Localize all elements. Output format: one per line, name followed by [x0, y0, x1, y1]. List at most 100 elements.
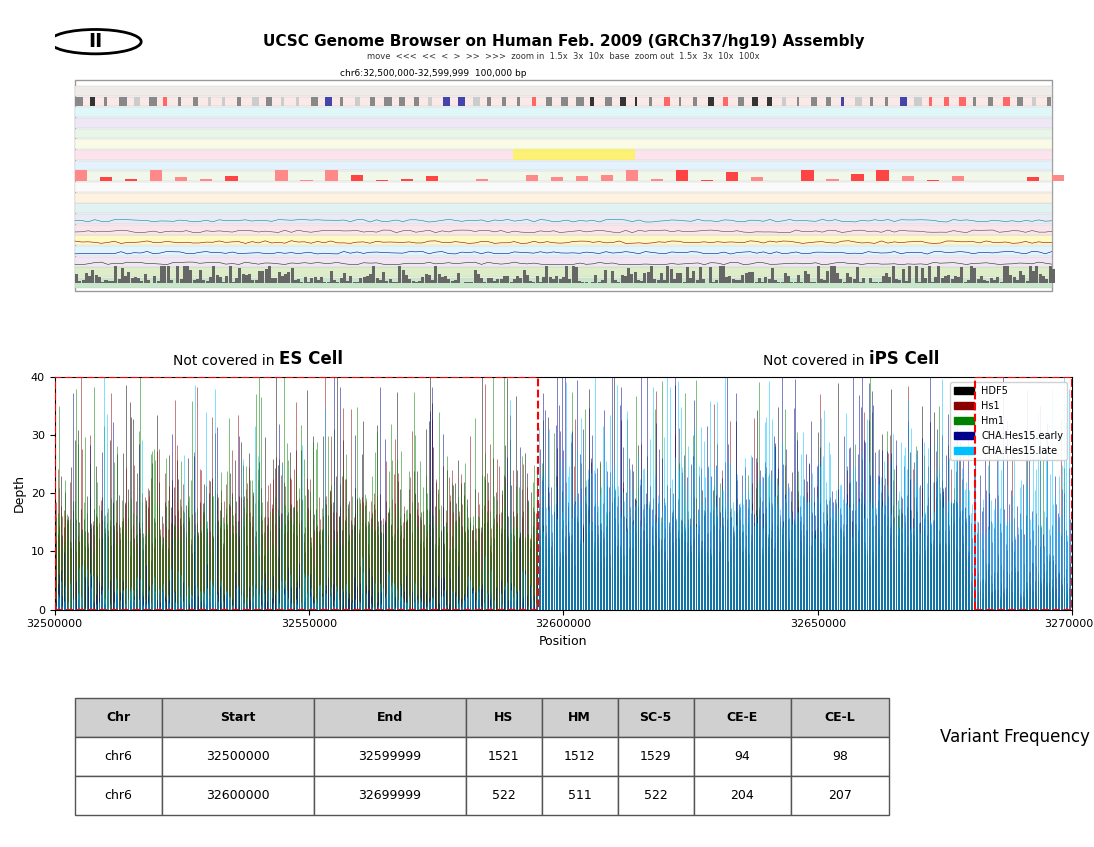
Bar [258, 271, 261, 283]
Bar [1003, 267, 1005, 283]
Bar [556, 275, 558, 283]
Bar [189, 269, 193, 283]
Bar [242, 274, 245, 283]
Text: II: II [89, 32, 103, 51]
Bar [601, 280, 604, 283]
Bar [944, 97, 950, 107]
Bar [513, 280, 516, 283]
Bar [160, 267, 163, 283]
Bar [624, 276, 627, 283]
Bar [232, 282, 235, 283]
Circle shape [49, 30, 141, 54]
Bar [536, 276, 538, 283]
Bar [229, 267, 232, 283]
Bar [849, 277, 852, 283]
Bar [516, 97, 521, 107]
Bar [620, 97, 627, 107]
Bar [745, 274, 748, 283]
Bar [869, 279, 872, 283]
Bar [546, 267, 548, 283]
Bar [846, 273, 849, 283]
Bar [372, 267, 375, 283]
Bar [696, 280, 699, 283]
Bar [723, 97, 728, 107]
Bar [650, 97, 652, 107]
FancyBboxPatch shape [542, 776, 618, 815]
Bar [90, 97, 95, 107]
Bar [434, 267, 438, 283]
FancyBboxPatch shape [75, 698, 162, 737]
Bar [281, 275, 284, 283]
Bar [133, 277, 137, 283]
Bar [451, 280, 454, 283]
Bar [635, 97, 637, 107]
Bar [664, 97, 670, 107]
FancyBboxPatch shape [694, 776, 791, 815]
Bar [735, 280, 738, 283]
Bar [388, 279, 392, 283]
Bar [753, 97, 758, 107]
Bar [944, 276, 947, 283]
Bar [571, 267, 574, 283]
Bar [656, 280, 660, 283]
Bar [98, 277, 101, 283]
Bar [405, 274, 408, 283]
Bar [271, 278, 275, 283]
Bar [490, 279, 493, 283]
Bar [958, 97, 966, 107]
Bar [507, 276, 510, 283]
FancyBboxPatch shape [75, 139, 1051, 149]
FancyBboxPatch shape [75, 737, 162, 776]
Bar [882, 275, 885, 283]
Bar [660, 273, 663, 283]
Bar [429, 97, 432, 107]
Bar [836, 274, 839, 283]
FancyBboxPatch shape [75, 182, 1051, 191]
Bar [140, 281, 143, 283]
Bar [202, 280, 206, 283]
Bar [523, 269, 525, 283]
Bar [268, 267, 271, 283]
Text: move  <<<  <<  <  >  >>  >>>  zoom in  1.5x  3x  10x  base  zoom out  1.5x  3x  : move <<< << < > >> >>> zoom in 1.5x 3x 1… [368, 53, 759, 62]
Bar [326, 170, 338, 181]
Bar [163, 267, 166, 283]
FancyBboxPatch shape [618, 776, 694, 815]
FancyBboxPatch shape [75, 268, 1051, 277]
Bar [722, 267, 725, 283]
FancyBboxPatch shape [75, 203, 1051, 213]
Bar [565, 267, 568, 283]
Bar [826, 97, 831, 107]
Bar [196, 280, 199, 283]
Bar [689, 278, 693, 283]
Bar [339, 278, 342, 283]
Bar [474, 269, 477, 283]
Bar [79, 281, 81, 283]
Bar [803, 271, 806, 283]
Bar [370, 97, 374, 107]
Bar [147, 280, 150, 283]
Bar [1048, 267, 1051, 283]
Bar [987, 281, 989, 283]
FancyBboxPatch shape [162, 776, 314, 815]
Bar [170, 280, 173, 283]
Bar [399, 97, 405, 107]
Bar [812, 97, 817, 107]
Bar [222, 97, 225, 107]
Bar [225, 276, 229, 283]
Bar [92, 270, 94, 283]
Bar [1051, 269, 1055, 283]
Bar [130, 278, 133, 283]
Bar [255, 280, 258, 283]
Bar [984, 280, 986, 283]
Bar [974, 268, 977, 283]
Bar [899, 97, 907, 107]
Bar [127, 272, 130, 283]
Bar [938, 267, 941, 283]
Bar [775, 280, 777, 283]
Bar [379, 280, 382, 283]
Bar [819, 280, 823, 283]
Bar [549, 277, 551, 283]
Bar [55, 378, 538, 610]
Text: 207: 207 [828, 789, 852, 802]
Bar [729, 276, 732, 283]
